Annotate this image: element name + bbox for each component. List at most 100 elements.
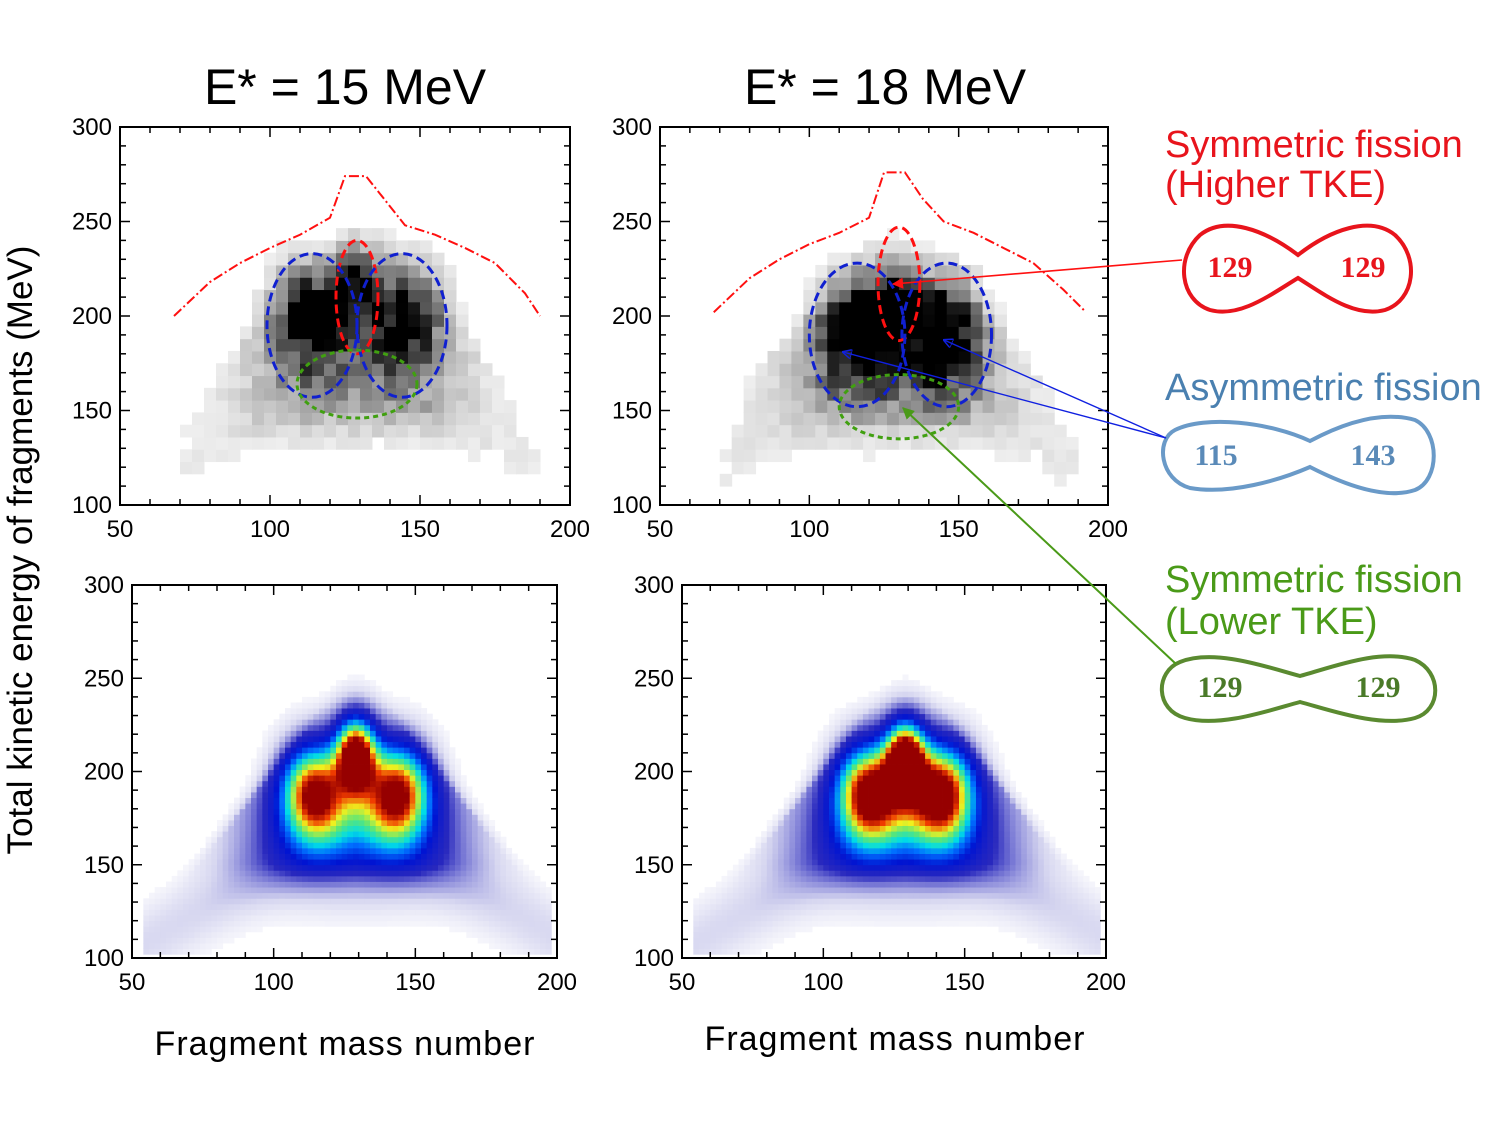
heatmap-cell (290, 775, 297, 782)
heatmap-cell (828, 909, 836, 916)
heatmap-cell (885, 713, 892, 720)
heatmap-cell (456, 436, 469, 450)
heatmap-cell (420, 252, 433, 266)
heatmap-cell (341, 881, 348, 888)
heatmap-cell (324, 792, 331, 799)
heatmap-cell (477, 847, 484, 854)
heatmap-cell (981, 920, 988, 927)
heatmap-cell (409, 903, 416, 910)
heatmap-cell (879, 825, 886, 832)
heatmap-cell (789, 931, 796, 938)
heatmap-cell (959, 814, 966, 821)
heatmap-cell (228, 831, 235, 838)
heatmap-cell (913, 680, 920, 687)
heatmap-cell (851, 792, 858, 799)
heatmap-cell (744, 909, 751, 916)
heatmap-cell (307, 836, 314, 843)
heatmap-cell (500, 931, 507, 938)
heatmap-cell (273, 853, 280, 860)
heatmap-cell (276, 338, 289, 352)
heatmap-cell (721, 926, 728, 933)
heatmap-cell (992, 881, 999, 888)
heatmap-cell (273, 915, 280, 922)
heatmap-cell (761, 847, 768, 854)
heatmap-cell (421, 792, 428, 799)
heatmap-cell (290, 920, 297, 927)
heatmap-cell (183, 875, 190, 882)
heatmap-cell (392, 870, 399, 877)
heatmap-cell (341, 909, 348, 916)
heatmap-cell (268, 792, 275, 799)
heatmap-cell (772, 926, 779, 933)
heatmap-cell (1021, 903, 1028, 910)
heatmap-cell (387, 792, 394, 799)
heatmap-cell (192, 449, 205, 463)
heatmap-cell (913, 892, 920, 899)
heatmap-cell (970, 289, 984, 303)
heatmap-cell (251, 808, 258, 815)
heatmap-cell (183, 937, 190, 944)
heatmap-cell (947, 825, 954, 832)
heatmap-cell (704, 892, 711, 899)
heatmap-cell (863, 363, 876, 377)
heatmap-cell (845, 702, 852, 709)
heatmap-cell (975, 808, 983, 815)
heatmap-cell (234, 875, 241, 882)
heatmap-cell (953, 764, 960, 771)
heatmap-cell (953, 819, 960, 826)
heatmap-cell (341, 887, 348, 894)
heatmap-cell (1015, 831, 1022, 838)
heatmap-cell (347, 898, 354, 905)
heatmap-cell (432, 892, 439, 899)
heatmap-cell (795, 875, 802, 882)
heatmap-cell (942, 909, 949, 916)
heatmap-cell (432, 842, 439, 849)
heatmap-cell (268, 825, 275, 832)
heatmap-cell (828, 864, 836, 871)
heatmap-cell (251, 926, 258, 933)
heatmap-cell (738, 931, 745, 938)
heatmap-cell (324, 836, 331, 843)
heatmap-cell (262, 792, 269, 799)
heatmap-cell (953, 780, 960, 787)
heatmap-cell (800, 909, 807, 916)
heatmap-cell (715, 920, 722, 927)
heatmap-cell (778, 853, 785, 860)
heatmap-cell (1009, 864, 1016, 871)
heatmap-cell (919, 875, 926, 882)
heatmap-cell (523, 948, 530, 955)
heatmap-cell (341, 747, 348, 754)
heatmap-cell (330, 836, 337, 843)
heatmap-cell (324, 277, 337, 291)
heatmap-cell (947, 736, 954, 743)
heatmap-cell (885, 803, 892, 810)
heatmap-cell (489, 881, 496, 888)
heatmap-cell (942, 870, 949, 877)
heatmap-cell (296, 724, 303, 731)
heatmap-cell (732, 898, 739, 905)
heatmap-cell (767, 412, 780, 426)
heatmap-cell (987, 831, 994, 838)
heatmap-cell (942, 696, 949, 703)
heatmap-cell (749, 920, 756, 927)
heatmap-cell (290, 853, 297, 860)
heatmap-cell (313, 775, 320, 782)
heatmap-cell (409, 825, 416, 832)
heatmap-cell (885, 847, 892, 854)
heatmap-cell (908, 724, 915, 731)
heatmap-cell (925, 803, 932, 810)
heatmap-cell (443, 736, 450, 743)
heatmap-cell (767, 400, 780, 413)
heatmap-cell (420, 350, 433, 364)
heatmap-cell (302, 752, 309, 759)
heatmap-cell (420, 314, 433, 327)
heatmap-cell (302, 892, 309, 899)
heatmap-cell (738, 909, 745, 916)
heatmap-cell (455, 836, 462, 843)
heatmap-cell (143, 931, 150, 938)
heatmap-cell (840, 803, 847, 810)
heatmap-cell (347, 847, 354, 854)
heatmap-cell (789, 792, 796, 799)
heatmap-cell (992, 792, 999, 799)
heatmap-cell (358, 696, 365, 703)
